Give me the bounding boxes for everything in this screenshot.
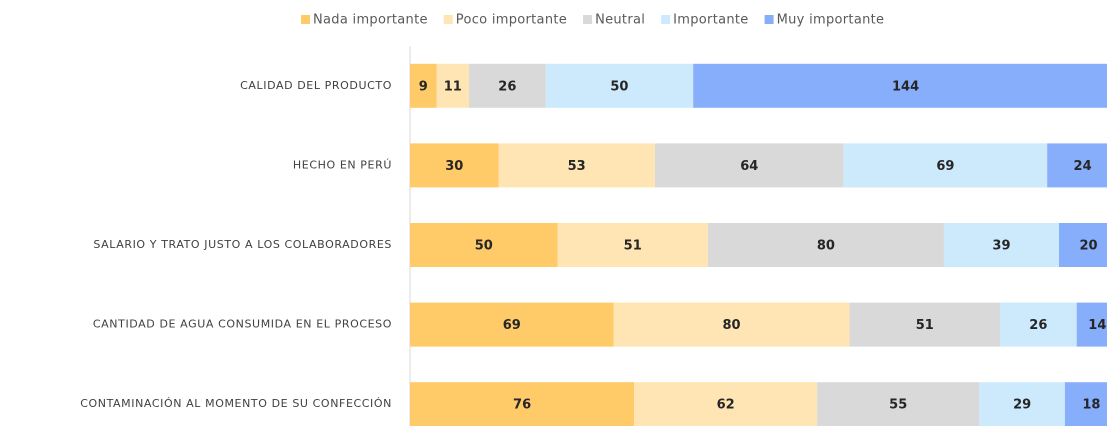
legend-swatch bbox=[764, 15, 774, 24]
data-label: 80 bbox=[817, 239, 835, 254]
bar-segment bbox=[436, 63, 469, 108]
bar-segment bbox=[1064, 382, 1107, 426]
data-label: 53 bbox=[568, 159, 586, 174]
data-label: 30 bbox=[445, 159, 463, 174]
legend-label: Poco importante bbox=[456, 13, 567, 28]
data-label: 55 bbox=[889, 398, 907, 413]
data-label: 80 bbox=[723, 318, 741, 333]
bar-segment bbox=[557, 223, 708, 267]
bar-segment bbox=[410, 63, 437, 108]
data-label: 18 bbox=[1082, 398, 1100, 413]
legend-label: Neutral bbox=[595, 13, 645, 28]
bar-segment bbox=[979, 382, 1065, 426]
data-label: 76 bbox=[513, 398, 531, 413]
category-label: CONTAMINACIÓN AL MOMENTO DE SU CONFECCIÓ… bbox=[80, 397, 392, 410]
data-label: 64 bbox=[740, 159, 758, 174]
bar-segment bbox=[469, 63, 546, 108]
legend-swatch bbox=[301, 15, 310, 24]
data-label: 11 bbox=[444, 79, 462, 94]
bar-segment bbox=[1076, 302, 1107, 347]
bar-segment bbox=[410, 302, 614, 347]
data-label: 51 bbox=[916, 318, 934, 333]
bar-segment bbox=[707, 223, 944, 267]
bar-segment bbox=[1059, 223, 1107, 267]
data-label: 144 bbox=[892, 79, 919, 94]
bar-segment bbox=[634, 382, 818, 426]
data-label: 29 bbox=[1013, 398, 1031, 413]
legend-swatch bbox=[583, 15, 593, 24]
data-label: 50 bbox=[610, 79, 628, 94]
legend-label: Muy importante bbox=[777, 13, 885, 28]
data-label: 39 bbox=[992, 239, 1010, 254]
bar-segment bbox=[410, 223, 558, 267]
legend-swatch bbox=[661, 15, 671, 24]
data-label: 50 bbox=[475, 239, 493, 254]
category-label: HECHO EN PERÚ bbox=[293, 158, 392, 171]
bar-segment bbox=[817, 382, 980, 426]
bar-segment bbox=[498, 143, 655, 188]
bar-segment bbox=[943, 223, 1059, 267]
data-label: 62 bbox=[717, 398, 735, 413]
category-label: CALIDAD DEL PRODUCTO bbox=[240, 79, 392, 92]
data-label: 26 bbox=[498, 79, 516, 94]
data-label: 14 bbox=[1088, 318, 1106, 333]
bar-segment bbox=[843, 143, 1048, 188]
bar-segment bbox=[1000, 302, 1077, 347]
data-label: 69 bbox=[936, 159, 954, 174]
data-label: 20 bbox=[1079, 239, 1097, 254]
bar-segment bbox=[410, 143, 499, 188]
data-label: 51 bbox=[624, 239, 642, 254]
legend-swatch bbox=[443, 15, 453, 24]
bar-segment bbox=[613, 302, 850, 347]
data-label: 69 bbox=[503, 318, 521, 333]
data-label: 9 bbox=[419, 79, 428, 94]
bar-segment bbox=[1047, 143, 1107, 188]
legend-label: Importante bbox=[673, 13, 748, 28]
bar-segment bbox=[545, 63, 694, 108]
bar-segment bbox=[693, 63, 1107, 108]
data-label: 26 bbox=[1029, 318, 1047, 333]
bar-segment bbox=[654, 143, 844, 188]
bar-segment bbox=[849, 302, 1000, 347]
data-label: 24 bbox=[1074, 159, 1092, 174]
category-label: CANTIDAD DE AGUA CONSUMIDA EN EL PROCESO bbox=[93, 318, 392, 331]
bar-segment bbox=[410, 382, 635, 426]
legend-label: Nada importante bbox=[313, 13, 428, 28]
category-label: SALARIO Y TRATO JUSTO A LOS COLABORADORE… bbox=[93, 238, 392, 251]
